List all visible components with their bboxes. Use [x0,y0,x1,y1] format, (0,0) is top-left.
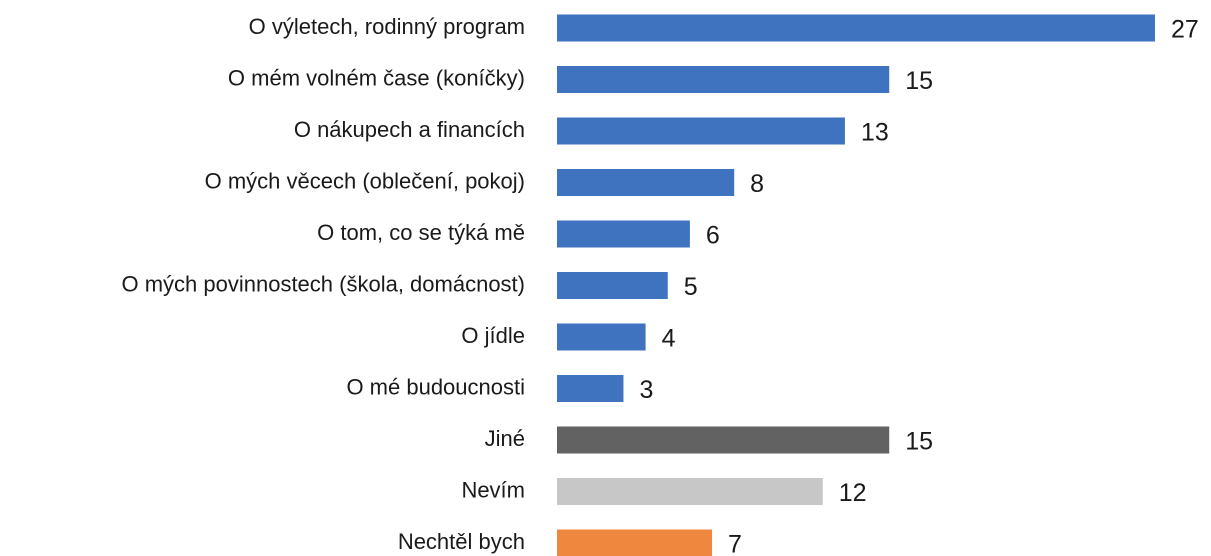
bar [557,529,713,556]
category-label: O tom, co se týká mě [317,220,525,245]
value-label: 27 [1171,16,1199,44]
category-label: O nákupech a financích [294,117,525,142]
value-label: 15 [905,67,933,95]
value-label: 6 [706,222,720,250]
category-label: O mé budoucnosti [346,374,525,399]
category-label: Jiné [485,426,525,451]
value-label: 7 [728,531,742,556]
category-label: O mých povinnostech (škola, domácnost) [121,271,525,296]
bar [557,426,890,454]
bar [557,117,845,145]
value-label: 3 [639,376,653,404]
category-label: O jídle [461,323,525,348]
value-label: 5 [684,273,698,301]
bar [557,220,690,248]
category-label: O mém volném čase (koníčky) [228,65,525,90]
category-label: Nechtěl bych [398,529,525,554]
value-label: 8 [750,170,764,198]
value-label: 13 [861,119,889,147]
bar [557,169,735,196]
bar [557,375,624,402]
bar [557,66,890,93]
category-label: O mých věcech (oblečení, pokoj) [205,168,525,193]
category-label: Nevím [461,477,525,502]
bar [557,323,646,351]
value-label: 15 [905,428,933,456]
bar [557,478,823,505]
value-label: 4 [662,325,676,353]
value-label: 12 [839,479,867,507]
category-label: O výletech, rodinný program [249,14,525,39]
bar [557,14,1155,42]
bar [557,272,668,299]
